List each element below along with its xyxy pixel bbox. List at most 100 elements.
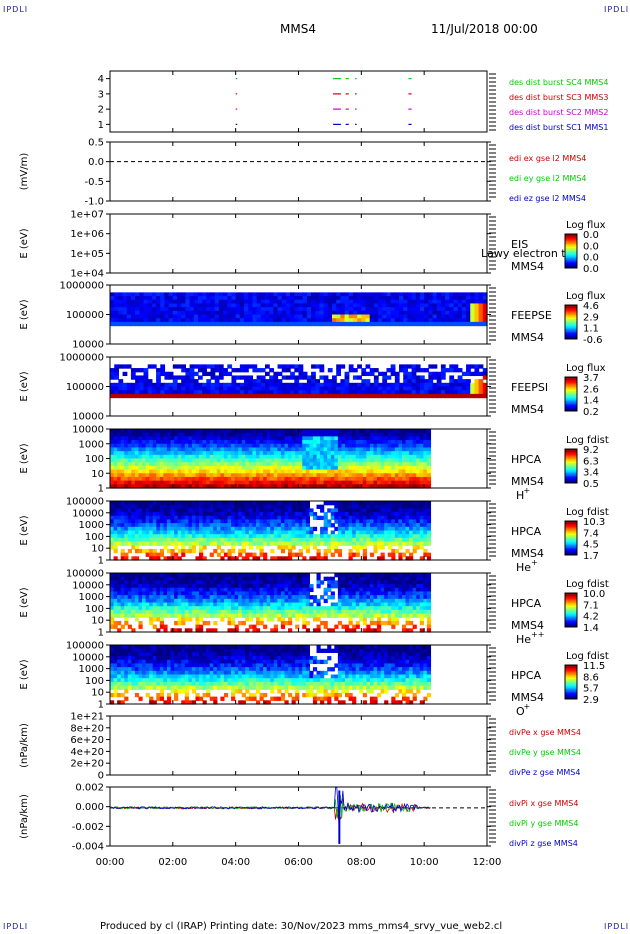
- panel-hpca_h-cell: [223, 429, 229, 434]
- panel-feepse-cell: [156, 310, 161, 316]
- panel-hpca_he-cell: [145, 541, 150, 546]
- panel-feepsi-cell: [302, 386, 308, 391]
- panel-hpca_h-cell: [309, 458, 314, 463]
- panel-hpca_h-cell: [134, 429, 140, 434]
- panel-feepse-cell: [264, 321, 270, 327]
- panel-feepsi-cell: [193, 379, 199, 384]
- panel-hpca_h-cell: [263, 440, 268, 445]
- panel-feepsi-cell: [160, 393, 166, 399]
- panel-hpca_h-cell: [401, 432, 407, 437]
- panel-hpca_he-cell: [348, 512, 353, 517]
- panel-feepse-cell: [432, 303, 438, 308]
- panel-feepse-cell: [399, 310, 404, 316]
- panel-hpca_h-cell: [373, 429, 378, 434]
- panel-hpca_he-cell: [252, 537, 257, 543]
- panel-hpca_he-cell: [241, 504, 246, 509]
- panel-feepse-cell: [202, 299, 207, 305]
- panel-feepsi-cell: [390, 390, 396, 395]
- panel-hpca_h-cell: [199, 436, 204, 441]
- panel-hpca_he-cell: [241, 530, 246, 535]
- panel-hpca_he-cell: [117, 530, 122, 535]
- panel-hpca_he-cell: [241, 519, 246, 524]
- panel-hpca_he-cell: [134, 545, 140, 550]
- panel-feepsi-cell: [457, 382, 463, 388]
- panel-hpca_hepp-cell: [127, 584, 132, 589]
- panel-feepse-cell: [361, 296, 367, 301]
- panel-feepse-cell: [139, 299, 145, 305]
- panel-hpca_he-cell: [344, 501, 350, 506]
- panel-hpca_h-cell: [320, 465, 325, 471]
- panel-hpca_h-cell: [170, 440, 175, 445]
- panel-eis-ytick-label: 1e+04: [70, 269, 104, 280]
- panel-feepsi-cell: [415, 379, 421, 384]
- panel-feepsi-cell: [122, 364, 128, 369]
- panel-feepsi-cell: [365, 382, 371, 388]
- panel-hpca_hepp-cell: [149, 602, 154, 607]
- panel-hpca_h-cell: [369, 476, 375, 482]
- panel-hpca_he-cell: [127, 541, 132, 546]
- panel-hpca_h-cell: [309, 469, 314, 474]
- panel-hpca_he-cell: [412, 545, 417, 550]
- panel-hpca_h-cell: [419, 454, 424, 460]
- panel-hpca_he-cell: [170, 519, 175, 524]
- panel-feepse-cell: [206, 307, 212, 312]
- panel-feepse-cell: [126, 314, 132, 319]
- panel-hpca_h-cell: [156, 454, 161, 460]
- panel-hpca_he-cell: [277, 519, 282, 524]
- panel-hpca_h-cell: [206, 454, 211, 460]
- panel-feepsi-colorbar-cell: [565, 381, 577, 384]
- panel-hpca_hepp-cell: [152, 576, 157, 581]
- panel-hpca_he-cell: [387, 541, 392, 546]
- panel-hpca_hepp-cell: [191, 613, 197, 618]
- panel-hpca_he-cell: [288, 534, 293, 539]
- panel-hpca_h-cell: [366, 469, 371, 474]
- panel-feepse-cell: [118, 292, 124, 297]
- panel-feepse-cell: [352, 314, 358, 319]
- panel-feepsi-cell: [424, 390, 429, 395]
- panel-hpca_he-instrument-label: HPCA: [511, 525, 542, 538]
- panel-hpca_h-cell: [309, 484, 314, 489]
- panel-hpca_h-cell: [263, 462, 268, 467]
- panel-hpca_he-cell: [316, 534, 321, 539]
- panel-feepsi-cell: [352, 393, 358, 399]
- panel-feepsi-cell: [466, 371, 471, 377]
- panel-hpca_he-cell: [177, 556, 182, 561]
- panel-feepse-cell: [302, 310, 308, 316]
- panel-hpca_he-cell: [216, 504, 221, 509]
- panel-feepse-cell: [373, 310, 379, 316]
- panel-hpca_he-cell: [284, 508, 289, 513]
- panel-hpca_h-cell: [163, 458, 168, 463]
- panel-feepse-cell: [411, 296, 417, 301]
- panel-hpca_he-cell: [288, 526, 293, 532]
- panel-hpca_h-cell: [199, 451, 204, 456]
- panel-feepsi-cell: [218, 386, 224, 391]
- panel-feepse-cell: [260, 318, 266, 323]
- panel-feepsi-cell: [244, 368, 249, 373]
- panel-hpca_hepp-cell: [152, 580, 157, 585]
- panel-feepse-cell: [344, 296, 350, 301]
- panel-hpca_he-cell: [223, 526, 229, 532]
- panel-feepsi-colorbar-tick: 3.7: [583, 373, 599, 384]
- panel-hpca_he-cell: [423, 508, 428, 513]
- panel-hpca_h-cell: [156, 458, 161, 463]
- panel-hpca_h-cell: [177, 447, 182, 452]
- panel-hpca_h-cell: [377, 484, 382, 489]
- panel-hpca_h-cell: [359, 451, 364, 456]
- panel-hpca_he-cell: [234, 519, 239, 524]
- panel-hpca_h-cell: [181, 476, 186, 482]
- panel-hpca_he-cell: [231, 537, 236, 543]
- panel-hpca_h-cell: [337, 429, 343, 434]
- panel-hpca_hepp-cell: [152, 624, 157, 629]
- panel-hpca_h-cell: [124, 443, 129, 449]
- panel-hpca_h-cell: [120, 465, 125, 471]
- panel-hpca_h-cell: [191, 480, 197, 485]
- panel-hpca_he-cell: [231, 534, 236, 539]
- panel-hpca_he-cell: [401, 541, 407, 546]
- panel-hpca_h-cell: [152, 476, 157, 482]
- panel-hpca_h-cell: [216, 454, 221, 460]
- panel-feepsi-cell: [357, 386, 362, 391]
- panel-hpca_h-cell: [327, 451, 332, 456]
- panel-hpca_hepp-cell: [124, 602, 129, 607]
- panel-hpca_h-cell: [344, 443, 350, 449]
- panel-hpca_hepp-cell: [113, 602, 118, 607]
